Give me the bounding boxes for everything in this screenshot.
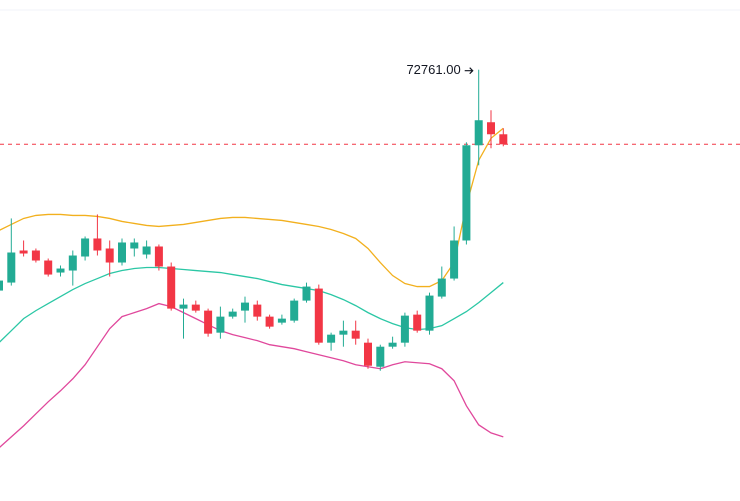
candle-body (31, 250, 40, 261)
candle-body (487, 122, 495, 135)
candle-body (81, 238, 90, 257)
candle-body (167, 266, 176, 309)
candle-body (339, 330, 348, 335)
high-label: 72761.00 (406, 62, 460, 77)
candle-body (376, 346, 385, 367)
candle-body (130, 242, 139, 249)
candle-body (56, 268, 65, 273)
candle-body (400, 315, 409, 343)
candle-body (0, 280, 3, 291)
candle-body (413, 314, 422, 331)
candle-body (364, 342, 372, 366)
candle-body (191, 304, 200, 311)
candle-body (253, 304, 262, 317)
candle-body (7, 252, 16, 283)
candle-body (241, 302, 249, 311)
candle-body (93, 238, 102, 251)
candle-body (474, 120, 483, 146)
candle-body (142, 246, 151, 255)
candle-body (105, 248, 114, 263)
candle-body (450, 240, 459, 279)
high-arrow (464, 67, 474, 75)
candle-body (302, 286, 311, 301)
candle-body (277, 318, 286, 323)
candle-body (499, 134, 508, 145)
candle-body (228, 311, 237, 317)
candle-body (179, 304, 188, 309)
candle-body (265, 316, 274, 327)
candle-body (437, 278, 446, 297)
candle-body (388, 342, 397, 347)
candle-body (290, 300, 299, 321)
candle-body (68, 255, 77, 271)
candle-body (118, 242, 126, 263)
band-line (0, 302, 504, 448)
band-line (0, 127, 504, 288)
candle-body (327, 334, 336, 343)
candle-body (216, 316, 225, 333)
candle-body (154, 246, 163, 267)
candle-body (19, 250, 28, 254)
candle-body (425, 295, 434, 331)
candle-body (351, 330, 360, 339)
candle-body (462, 145, 471, 241)
candle-body (204, 310, 213, 334)
candle-body (44, 260, 53, 275)
candle-body (314, 288, 323, 343)
